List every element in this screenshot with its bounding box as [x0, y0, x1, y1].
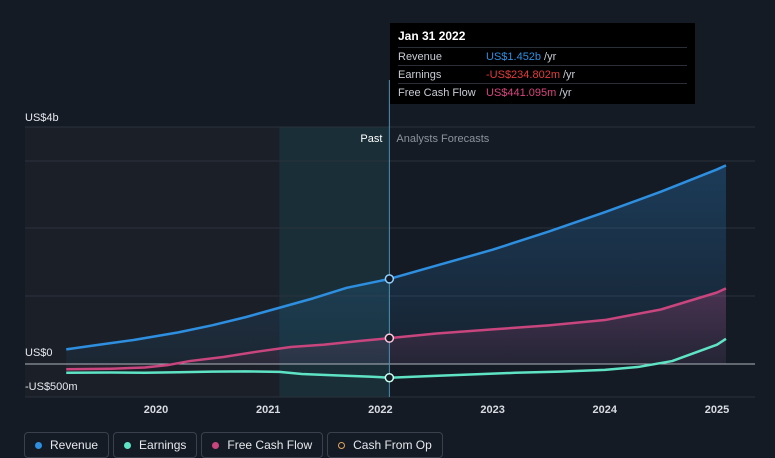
tooltip-row-fcf: Free Cash Flow US$441.095m /yr	[398, 83, 687, 101]
area-revenue	[66, 165, 726, 364]
cash-from-op-dot-icon	[338, 441, 346, 449]
legend-fcf-label: Free Cash Flow	[227, 438, 313, 452]
forecast-label: Analysts Forecasts	[396, 133, 489, 145]
free-cash-flow-dot-icon	[212, 441, 220, 449]
tooltip-revenue-label: Revenue	[398, 50, 443, 63]
line-free-cash-flow	[66, 287, 727, 371]
tooltip-row-revenue: Revenue US$1.452b /yr	[398, 47, 687, 65]
past-label: Past	[360, 133, 382, 145]
tooltip-fcf-label: Free Cash Flow	[398, 86, 476, 99]
x-tick-2024: 2024	[593, 404, 618, 416]
tooltip-row-earnings: Earnings -US$234.802m /yr	[398, 65, 687, 83]
y-label-2: -US$500m	[25, 381, 78, 393]
y-label-0: US$4b	[25, 112, 59, 124]
x-tick-2022: 2022	[368, 404, 392, 416]
tooltip-fcf-unit: /yr	[559, 86, 572, 99]
legend-free-cash-flow[interactable]: Free Cash Flow	[201, 432, 324, 458]
tooltip-revenue-value: US$1.452b	[486, 50, 542, 63]
x-tick-2021: 2021	[256, 404, 280, 416]
tooltip-date: Jan 31 2022	[398, 29, 466, 43]
x-tick-2023: 2023	[480, 404, 504, 416]
x-tick-2025: 2025	[705, 404, 729, 416]
legend-earnings-label: Earnings	[139, 438, 187, 452]
line-revenue	[66, 164, 727, 351]
y-label-1: US$0	[25, 347, 53, 359]
line-earnings	[66, 337, 727, 379]
tooltip: Jan 31 2022 Revenue US$1.452b /yr Earnin…	[390, 23, 695, 104]
marker-revenue	[384, 274, 395, 284]
chart-plot: Past Analysts Forecasts US$4b US$0 -US$500m 2…	[25, 80, 755, 416]
marker-free-cash-flow	[384, 333, 395, 343]
legend-cfo-label: Cash From Op	[353, 438, 432, 452]
earnings-dot-icon	[124, 441, 132, 449]
legend-cash-from-op[interactable]: Cash From Op	[327, 432, 443, 458]
legend-revenue[interactable]: Revenue	[24, 432, 110, 458]
legend-earnings[interactable]: Earnings	[113, 432, 198, 458]
tooltip-earnings-label: Earnings	[398, 68, 442, 81]
tooltip-fcf-value: US$441.095m	[486, 86, 557, 99]
legend-revenue-label: Revenue	[50, 438, 99, 452]
area-free-cash-flow	[66, 288, 726, 370]
tooltip-earnings-value: -US$234.802m	[486, 68, 560, 81]
revenue-dot-icon	[35, 441, 42, 449]
marker-earnings	[384, 372, 395, 383]
tooltip-earnings-unit: /yr	[563, 68, 576, 81]
x-tick-2020: 2020	[144, 404, 168, 416]
tooltip-revenue-unit: /yr	[544, 50, 557, 63]
legend: Revenue Earnings Free Cash Flow Cash Fro…	[24, 432, 443, 458]
